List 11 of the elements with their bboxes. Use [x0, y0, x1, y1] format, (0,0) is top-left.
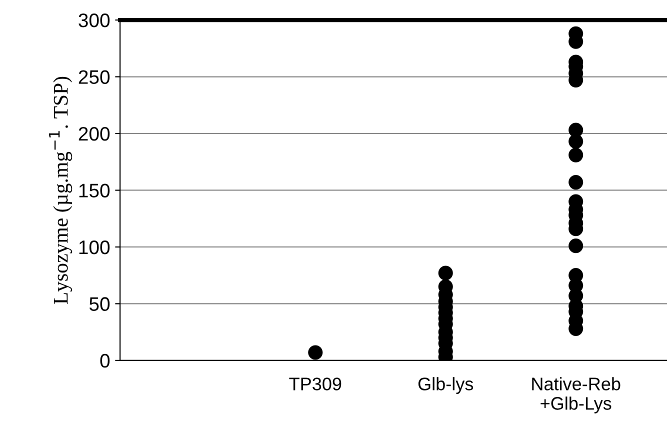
x-tick-label: Glb-lys — [418, 377, 474, 394]
y-tick-label: 300 — [78, 13, 110, 28]
y-tick-label: 100 — [79, 240, 110, 254]
y-tick-label: 50 — [89, 297, 110, 311]
y-tick-label: 0 — [100, 354, 110, 368]
x-tick-label: Native-Reb +Glb-Lys — [532, 377, 620, 414]
y-tick-label: 200 — [78, 126, 110, 141]
y-tick-label: 150 — [79, 184, 110, 198]
y-tick-label: 250 — [78, 70, 110, 84]
x-tick-label: TP309 — [289, 378, 342, 390]
y-axis-title: Lysozyme (µg.mg$^{−1}$. TSP) — [49, 76, 72, 304]
